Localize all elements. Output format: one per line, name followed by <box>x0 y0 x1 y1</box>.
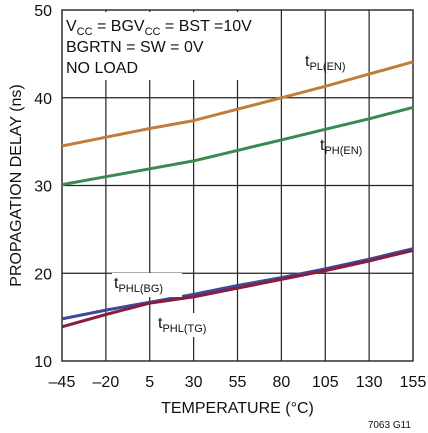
x-tick-label: 105 <box>312 374 339 391</box>
y-tick-label: 40 <box>34 91 52 108</box>
y-tick-label: 50 <box>34 3 52 20</box>
series-label-2: tPHL(BG) <box>114 275 163 295</box>
y-tick-label: 30 <box>34 179 52 196</box>
x-tick-labels: –45 –20 5 30 55 80 105 130 155 <box>49 374 427 391</box>
x-tick-label: 155 <box>400 374 427 391</box>
conditions-backing <box>64 12 256 80</box>
series-lines <box>61 60 414 329</box>
condition-line-0: VCC = BGVCC = BST =10V <box>66 18 252 38</box>
series-label-backing <box>112 273 182 297</box>
y-axis-title: PROPAGATION DELAY (ns) <box>8 84 25 286</box>
x-tick-label: 80 <box>272 374 290 391</box>
x-tick-label: –45 <box>49 374 76 391</box>
x-tick-label: 130 <box>356 374 383 391</box>
series-label-1: tPH(EN) <box>320 137 362 157</box>
series-labels: tPL(EN) tPH(EN) tPHL(BG) tPHL(TG) <box>112 53 362 337</box>
plot-frame <box>61 9 414 362</box>
series-label-backing <box>156 313 222 337</box>
series-label-0: tPL(EN) <box>305 53 346 73</box>
series-line-1 <box>61 105 414 187</box>
x-tick-label: 5 <box>145 374 154 391</box>
series-line-3 <box>61 248 414 329</box>
y-tick-labels: 10 20 30 40 50 <box>34 3 52 371</box>
x-tick-label: –20 <box>93 374 120 391</box>
y-tick-label: 10 <box>34 354 52 371</box>
series-label-3: tPHL(TG) <box>158 315 206 335</box>
figure-code: 7063 G11 <box>368 420 412 431</box>
condition-line-1: BGRTN = SW = 0V <box>66 39 204 56</box>
y-tick-label: 20 <box>34 266 52 283</box>
series-line-0 <box>61 60 414 148</box>
x-tick-label: 55 <box>229 374 247 391</box>
x-axis-title: TEMPERATURE (°C) <box>161 400 314 417</box>
x-tick-label: 30 <box>185 374 203 391</box>
series-line-2 <box>61 247 414 321</box>
condition-line-2: NO LOAD <box>66 60 138 77</box>
